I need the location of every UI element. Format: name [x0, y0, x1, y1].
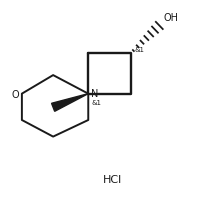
Text: O: O [11, 89, 19, 99]
Polygon shape [51, 94, 88, 112]
Text: N: N [91, 89, 98, 99]
Text: &1: &1 [91, 99, 101, 105]
Text: OH: OH [163, 13, 178, 23]
Text: HCl: HCl [103, 174, 122, 184]
Text: &1: &1 [134, 46, 144, 52]
